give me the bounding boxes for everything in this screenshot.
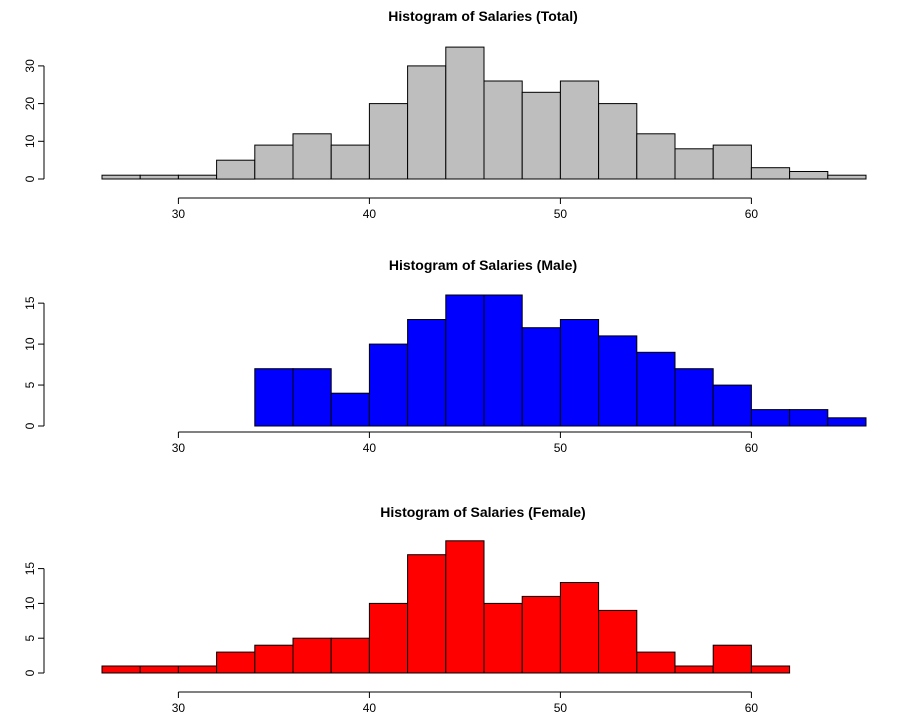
histogram-total-bar <box>827 174 867 180</box>
histogram-total-x-tick-label: 40 <box>363 207 377 221</box>
histogram-female-bar <box>254 644 294 674</box>
histogram-total-y-tick-label: 20 <box>23 97 37 111</box>
histogram-female-bar <box>712 644 752 674</box>
histogram-female-bar <box>292 637 332 674</box>
histogram-female-bar <box>559 582 600 674</box>
histogram-total-bar <box>598 103 638 180</box>
histogram-female-y-tick-label: 15 <box>23 562 37 576</box>
histogram-total-bar <box>139 174 179 180</box>
histogram-female-y-tick-label: 10 <box>23 596 37 610</box>
histogram-total-bar <box>483 80 523 180</box>
histogram-male-x-tick-label: 60 <box>745 441 759 455</box>
histogram-male-y-axis: 0 5 10 15 <box>23 296 45 429</box>
histogram-female-bar <box>636 651 676 674</box>
histogram-female-title: Histogram of Salaries (Female) <box>380 504 585 520</box>
histogram-male-bar <box>483 294 523 427</box>
histogram-total-y-axis: 0 10 20 30 <box>23 59 45 182</box>
histogram-female-bar <box>521 595 561 674</box>
histogram-male-y-tick-label: 15 <box>23 296 37 310</box>
histogram-total-y-tick-label: 0 <box>23 175 37 182</box>
histogram-female-x-tick-label: 50 <box>554 701 568 712</box>
histogram-total-bar <box>559 80 600 180</box>
histogram-total-bar <box>789 171 829 180</box>
histogram-female-bar <box>598 609 638 674</box>
histogram-male-y-tick-label: 0 <box>23 422 37 429</box>
histogram-female-bars <box>101 540 791 674</box>
histogram-male-y-tick-label: 5 <box>23 381 37 388</box>
histogram-total-x-tick-label: 30 <box>172 207 186 221</box>
histogram-male-bar <box>445 294 485 427</box>
histogram-male-title: Histogram of Salaries (Male) <box>389 257 577 273</box>
histogram-female-bar <box>330 637 370 674</box>
histogram-male-bar <box>407 319 447 427</box>
histogram-total-bar <box>445 46 485 180</box>
histogram-male-bar <box>521 327 561 427</box>
histogram-total-bar <box>177 174 218 180</box>
histogram-male-bar <box>559 319 600 427</box>
histogram-male-x-tick-label: 50 <box>554 441 568 455</box>
histogram-total-bar <box>292 133 332 180</box>
histogram-total-bar <box>636 133 676 180</box>
histogram-total-bar <box>521 91 561 180</box>
histogram-female-bar <box>101 665 141 674</box>
histogram-total-bar <box>712 144 752 180</box>
histogram-total-bars <box>101 46 867 180</box>
histogram-female-bar <box>674 665 714 674</box>
histogram-total-bar <box>368 103 409 180</box>
histogram-female-bar <box>750 665 791 674</box>
histogram-female-y-axis: 0 5 10 15 <box>23 562 45 676</box>
histogram-female-panel: Histogram of Salaries (Female) 30 40 50 60 … <box>23 504 791 712</box>
histogram-male-panel: Histogram of Salaries (Male) 30 40 50 60 0 5… <box>23 257 867 455</box>
histogram-female-x-tick-label: 30 <box>172 701 186 712</box>
histogram-male-x-tick-label: 30 <box>172 441 186 455</box>
histogram-female-y-tick-label: 5 <box>23 635 37 642</box>
histogram-male-bar <box>750 409 791 427</box>
histogram-male-bar <box>827 417 867 427</box>
histogram-male-bar <box>254 368 294 427</box>
histogram-total-x-tick-label: 50 <box>554 207 568 221</box>
histogram-female-bar <box>445 540 485 674</box>
histogram-female-bar <box>483 602 523 674</box>
histogram-male-y-tick-label: 10 <box>23 337 37 351</box>
histogram-total-title: Histogram of Salaries (Total) <box>388 8 578 24</box>
histogram-male-bars <box>254 294 867 427</box>
histogram-total-x-axis: 30 40 50 60 <box>172 197 759 221</box>
histogram-male-bar <box>636 351 676 427</box>
histogram-total-bar <box>101 174 141 180</box>
histogram-total-panel: Histogram of Salaries (Total) 30 40 50 60 0… <box>23 8 867 221</box>
histogram-female-bar <box>216 651 256 674</box>
histogram-total-y-tick-label: 10 <box>23 134 37 148</box>
histogram-female-x-tick-label: 60 <box>745 701 759 712</box>
histogram-female-bar <box>407 554 447 674</box>
histogram-male-x-tick-label: 40 <box>363 441 377 455</box>
histogram-female-x-axis: 30 40 50 60 <box>172 691 759 712</box>
histogram-total-bar <box>674 148 714 180</box>
histogram-total-x-tick-label: 60 <box>745 207 759 221</box>
histogram-male-bar <box>712 384 752 427</box>
histogram-total-bar <box>330 144 370 180</box>
histogram-male-bar <box>789 409 829 427</box>
histogram-male-bar <box>674 368 714 427</box>
histogram-female-y-tick-label: 0 <box>23 669 37 676</box>
histogram-female-bar <box>177 665 218 674</box>
histogram-total-y-tick-label: 30 <box>23 59 37 73</box>
histogram-female-bar <box>139 665 179 674</box>
histogram-male-bar <box>598 335 638 427</box>
histogram-male-bar <box>330 392 370 427</box>
histogram-total-bar <box>407 65 447 180</box>
histogram-total-bar <box>750 167 791 180</box>
histogram-male-bar <box>368 343 409 427</box>
histogram-total-bar <box>216 159 256 180</box>
histogram-male-bar <box>292 368 332 427</box>
histogram-male-x-axis: 30 40 50 60 <box>172 431 759 455</box>
histogram-female-x-tick-label: 40 <box>363 701 377 712</box>
histogram-total-bar <box>254 144 294 180</box>
histogram-female-bar <box>368 602 409 674</box>
